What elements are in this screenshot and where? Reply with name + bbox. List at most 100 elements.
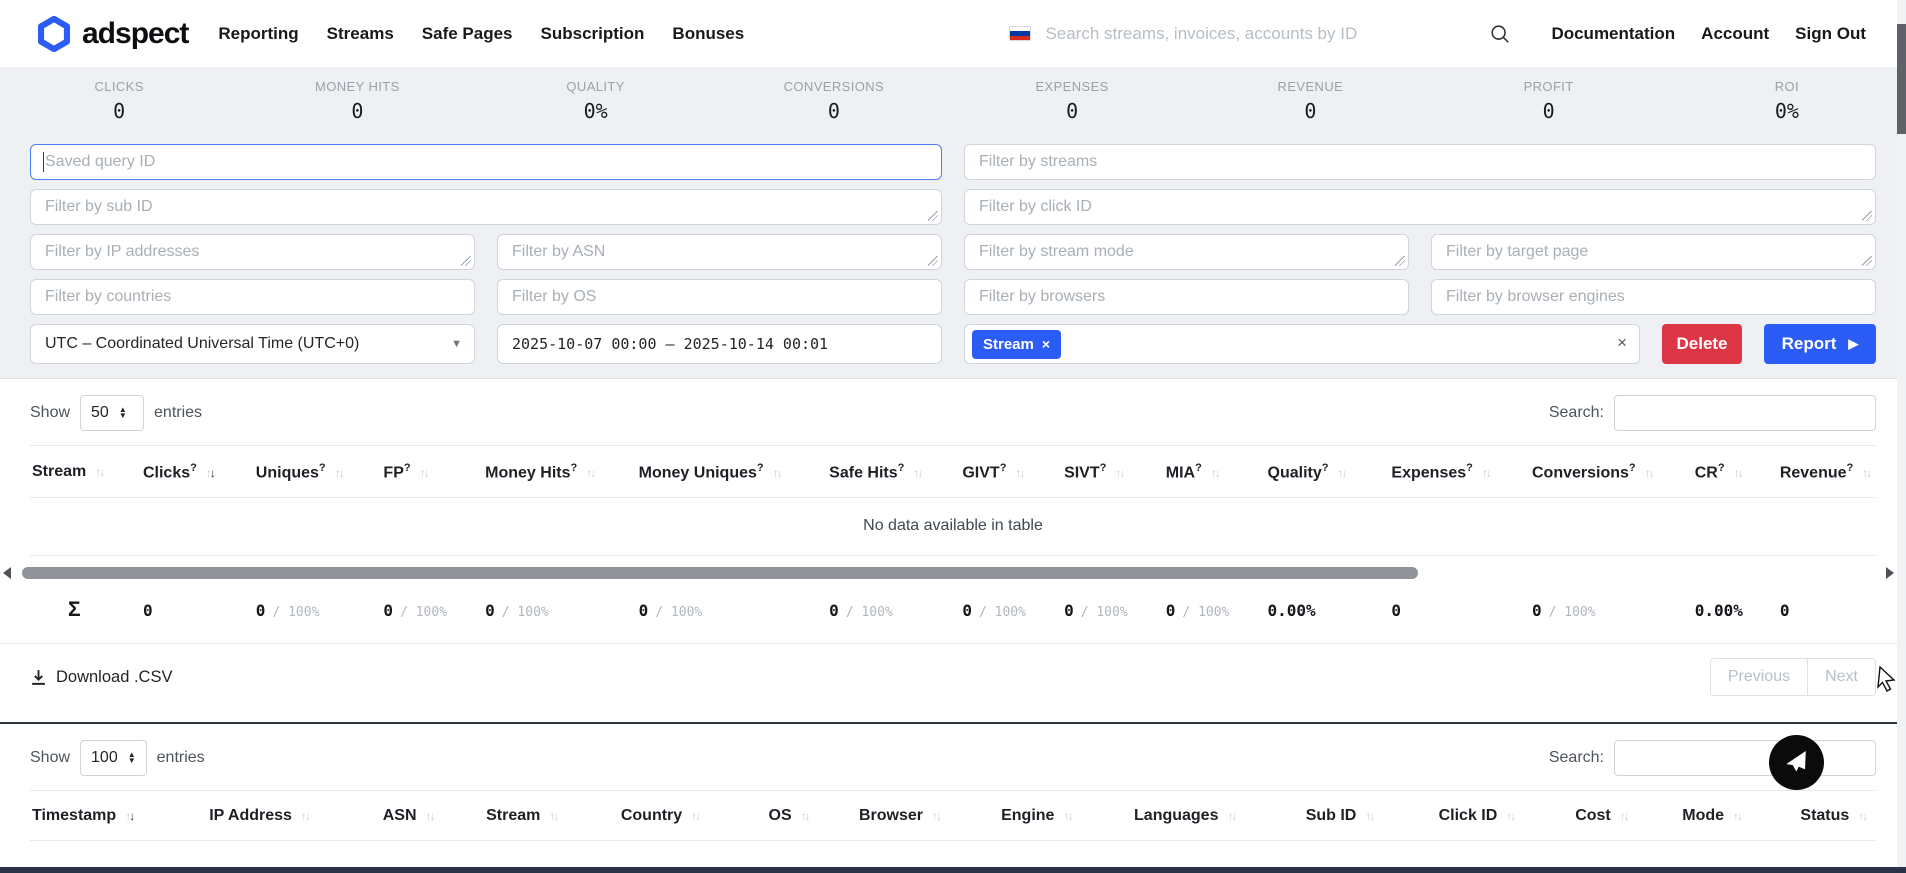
russian-flag-icon[interactable] [1009, 26, 1032, 41]
help-icon[interactable]: ? [190, 462, 197, 474]
clear-tags-icon[interactable]: × [1617, 333, 1627, 352]
search-icon[interactable] [1489, 23, 1511, 45]
nav-link-documentation[interactable]: Documentation [1551, 23, 1676, 43]
help-icon[interactable]: ? [403, 462, 411, 474]
download-csv-link[interactable]: Download .CSV [30, 668, 172, 687]
vertical-scrollbar-thumb[interactable] [1897, 24, 1906, 134]
summary-cell-cr: 0.00% [1694, 600, 1743, 620]
summary-cell-fp: 0/ 100% [383, 600, 448, 620]
nav-link-safe-pages[interactable]: Safe Pages [421, 23, 513, 43]
stat-revenue: REVENUE 0 [1191, 79, 1429, 140]
stat-profit: PROFIT 0 [1430, 79, 1668, 140]
filter-countries-input[interactable] [30, 279, 475, 315]
column-header-os[interactable]: OS ↑ ↓ [766, 790, 857, 842]
global-search-input[interactable] [1045, 23, 1476, 44]
stream-tag-input[interactable]: Stream × × [964, 324, 1640, 364]
scrollbar-thumb[interactable] [22, 567, 1418, 580]
column-header-expenses[interactable]: Expenses? ↑ ↓ [1389, 444, 1530, 499]
filter-os-input[interactable] [497, 279, 942, 315]
column-header-country[interactable]: Country ↑ ↓ [618, 790, 767, 842]
horizontal-scrollbar[interactable] [0, 565, 1906, 581]
report-table-search-input[interactable] [1614, 395, 1876, 431]
previous-page-button[interactable]: Previous [1710, 659, 1809, 696]
sort-icon: ↑ ↓ [1210, 466, 1221, 481]
nav-link-subscription[interactable]: Subscription [540, 23, 645, 43]
help-icon[interactable]: ? [1195, 462, 1202, 474]
help-icon[interactable]: ? [897, 462, 905, 474]
help-icon[interactable]: ? [999, 462, 1007, 474]
help-icon[interactable]: ? [1846, 462, 1854, 474]
column-header-cost[interactable]: Cost ↑ ↓ [1573, 790, 1681, 842]
column-header-mia[interactable]: MIA? ↑ ↓ [1163, 444, 1266, 499]
clicks-table-search-input[interactable] [1614, 740, 1876, 777]
column-header-clicks[interactable]: Clicks? ↑ ↓ [140, 444, 254, 499]
column-header-givt[interactable]: GIVT? ↑ ↓ [960, 444, 1063, 499]
column-header-sivt[interactable]: SIVT? ↑ ↓ [1062, 444, 1164, 499]
help-icon[interactable]: ? [1099, 462, 1107, 474]
filter-click-id-input[interactable] [964, 189, 1876, 225]
brand-name: adspect [82, 16, 189, 50]
help-icon[interactable]: ? [1717, 462, 1725, 474]
stream-tag[interactable]: Stream × [972, 329, 1062, 359]
filter-sub-id-input[interactable] [30, 189, 942, 225]
help-icon[interactable]: ? [318, 462, 326, 474]
help-icon[interactable]: ? [1321, 462, 1329, 474]
column-header-uniques[interactable]: Uniques? ↑ ↓ [253, 444, 382, 499]
telegram-button[interactable] [1769, 735, 1824, 790]
adspect-logo[interactable]: adspect [36, 15, 189, 52]
saved-query-input[interactable] [30, 144, 942, 180]
help-icon[interactable]: ? [1466, 462, 1473, 474]
tag-remove-icon[interactable]: × [1041, 336, 1051, 352]
column-header-sub-id[interactable]: Sub ID ↑ ↓ [1303, 790, 1437, 842]
column-header-timestamp[interactable]: Timestamp ↑ ↓ [30, 790, 208, 842]
filter-target-page-input[interactable] [1431, 234, 1876, 270]
entries-label: entries [156, 749, 205, 767]
nav-link-bonuses[interactable]: Bonuses [672, 23, 745, 43]
telegram-plane-icon [1785, 750, 1806, 771]
vertical-scrollbar[interactable] [1897, 0, 1906, 873]
help-icon[interactable]: ? [570, 462, 578, 474]
date-range-input[interactable]: 2025-10-07 00:00 – 2025-10-14 00:01 [497, 324, 942, 364]
column-header-click-id[interactable]: Click ID ↑ ↓ [1436, 790, 1574, 842]
column-header-cr[interactable]: CR? ↑ ↓ [1692, 444, 1778, 499]
scroll-left-icon[interactable] [3, 567, 11, 580]
column-header-asn[interactable]: ASN ↑ ↓ [380, 790, 485, 842]
nav-link-sign-out[interactable]: Sign Out [1795, 23, 1866, 43]
column-header-money-hits[interactable]: Money Hits? ↑ ↓ [483, 444, 637, 499]
column-header-fp[interactable]: FP? ↑ ↓ [381, 444, 484, 499]
filter-streams-input[interactable] [964, 144, 1876, 180]
column-header-engine[interactable]: Engine ↑ ↓ [999, 790, 1133, 842]
help-icon[interactable]: ? [756, 462, 764, 474]
stat-value: 0 [827, 99, 840, 123]
report-button[interactable]: Report ▶ [1764, 324, 1876, 364]
next-page-button[interactable]: Next [1808, 659, 1875, 696]
page-size-select[interactable]: 100 ▲ ▼ [80, 740, 147, 777]
timezone-select[interactable]: UTC – Coordinated Universal Time (UTC+0)… [30, 324, 475, 364]
column-header-money-uniques[interactable]: Money Uniques? ↑ ↓ [636, 444, 828, 499]
delete-button[interactable]: Delete [1662, 324, 1742, 364]
column-header-ip-address[interactable]: IP Address ↑ ↓ [207, 790, 381, 842]
sort-icon: ↑ ↓ [1337, 466, 1347, 481]
column-header-browser[interactable]: Browser ↑ ↓ [856, 790, 1000, 842]
column-header-stream[interactable]: Stream ↑ ↓ [484, 790, 619, 842]
column-header-mode[interactable]: Mode ↑ ↓ [1680, 790, 1799, 842]
scroll-right-icon[interactable] [1886, 567, 1894, 580]
filter-stream-mode-input[interactable] [964, 234, 1409, 270]
nav-link-reporting[interactable]: Reporting [218, 23, 299, 43]
filter-ip-input[interactable] [30, 234, 475, 270]
page-size-select[interactable]: 50 ▲ ▼ [80, 395, 145, 431]
column-header-conversions[interactable]: Conversions? ↑ ↓ [1529, 444, 1693, 499]
help-icon[interactable]: ? [1628, 462, 1636, 474]
column-header-quality[interactable]: Quality? ↑ ↓ [1265, 444, 1390, 499]
filter-asn-input[interactable] [497, 234, 942, 270]
column-header-stream[interactable]: Stream ↑ ↓ [30, 444, 141, 499]
column-header-languages[interactable]: Languages ↑ ↓ [1132, 790, 1304, 842]
column-header-safe-hits[interactable]: Safe Hits? ↑ ↓ [827, 444, 961, 499]
nav-link-streams[interactable]: Streams [326, 23, 394, 43]
filter-browsers-input[interactable] [964, 279, 1409, 315]
column-header-status[interactable]: Status ↑ ↓ [1798, 790, 1876, 842]
nav-link-account[interactable]: Account [1701, 23, 1770, 43]
column-header-revenue[interactable]: Revenue? ↑ ↓ [1777, 444, 1876, 499]
filter-engines-input[interactable] [1431, 279, 1876, 315]
sort-icon: ↑ ↓ [1506, 809, 1516, 824]
